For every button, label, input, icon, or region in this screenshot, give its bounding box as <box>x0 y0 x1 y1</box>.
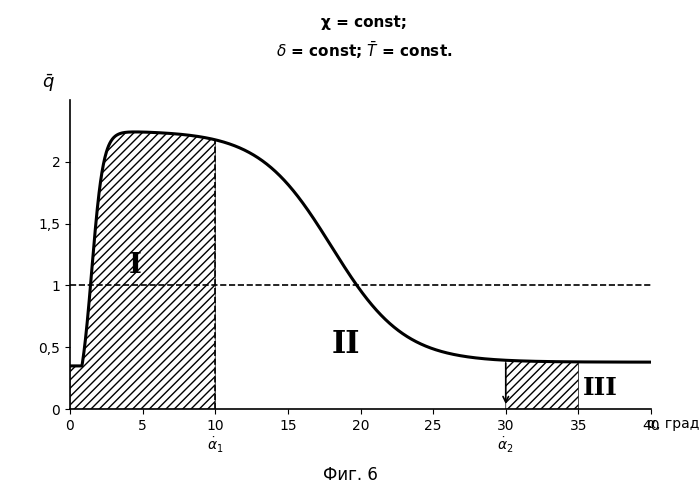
Text: χ = const;: χ = const; <box>321 15 407 30</box>
Text: I: I <box>129 252 142 279</box>
Text: III: III <box>582 376 617 400</box>
Text: Фиг. 6: Фиг. 6 <box>323 466 377 484</box>
Text: $\delta$ = const; $\bar{T}$ = const.: $\delta$ = const; $\bar{T}$ = const. <box>276 40 452 61</box>
Text: $\bar{q}$: $\bar{q}$ <box>42 72 55 94</box>
Text: $\dot\alpha_1$: $\dot\alpha_1$ <box>207 437 223 456</box>
Text: α, град: α, град <box>647 417 699 431</box>
Text: II: II <box>332 329 361 360</box>
Text: $\dot\alpha_2$: $\dot\alpha_2$ <box>498 437 514 456</box>
